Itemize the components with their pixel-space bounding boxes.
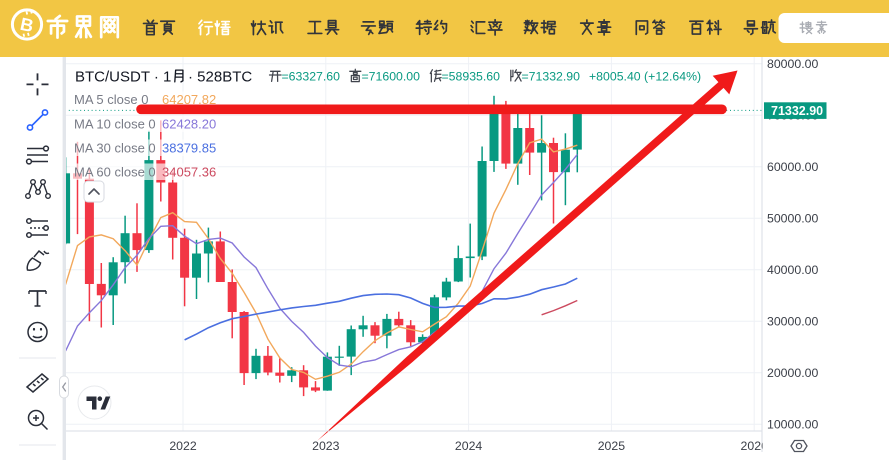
svg-text:64207.82: 64207.82 — [162, 92, 216, 107]
svg-text:=63327.60: =63327.60 — [282, 69, 341, 83]
svg-text:20000.00: 20000.00 — [767, 366, 818, 380]
svg-text:BTC/USDT · 1: BTC/USDT · 1 — [75, 69, 171, 86]
svg-text:60000.00: 60000.00 — [767, 160, 818, 174]
svg-text:10000.00: 10000.00 — [767, 418, 818, 432]
svg-text:2025: 2025 — [598, 439, 626, 453]
svg-text:2026: 2026 — [741, 439, 769, 453]
svg-text:80000.00: 80000.00 — [767, 57, 818, 71]
svg-text:71332.90: 71332.90 — [771, 104, 823, 118]
svg-text:· 528BTC: · 528BTC — [188, 69, 252, 86]
svg-text:+8005.40 (+12.64%): +8005.40 (+12.64%) — [589, 69, 701, 83]
svg-text:34057.36: 34057.36 — [162, 165, 216, 180]
svg-text:MA 60 close 0: MA 60 close 0 — [74, 165, 156, 180]
svg-text:=71332.90: =71332.90 — [522, 69, 581, 83]
svg-text:=58935.60: =58935.60 — [442, 69, 501, 83]
svg-text:=71600.00: =71600.00 — [362, 69, 421, 83]
svg-text:MA 10 close 0: MA 10 close 0 — [74, 117, 156, 132]
svg-text:30000.00: 30000.00 — [767, 315, 818, 329]
svg-text:MA 5 close 0: MA 5 close 0 — [74, 92, 148, 107]
svg-text:62428.20: 62428.20 — [162, 117, 216, 132]
svg-text:50000.00: 50000.00 — [767, 212, 818, 226]
svg-text:2024: 2024 — [455, 439, 483, 453]
svg-text:2022: 2022 — [169, 439, 197, 453]
svg-text:B: B — [18, 14, 35, 36]
svg-text:38379.85: 38379.85 — [162, 141, 216, 156]
svg-text:2023: 2023 — [312, 439, 340, 453]
svg-text:MA 30 close 0: MA 30 close 0 — [74, 141, 156, 156]
svg-text:40000.00: 40000.00 — [767, 263, 818, 277]
